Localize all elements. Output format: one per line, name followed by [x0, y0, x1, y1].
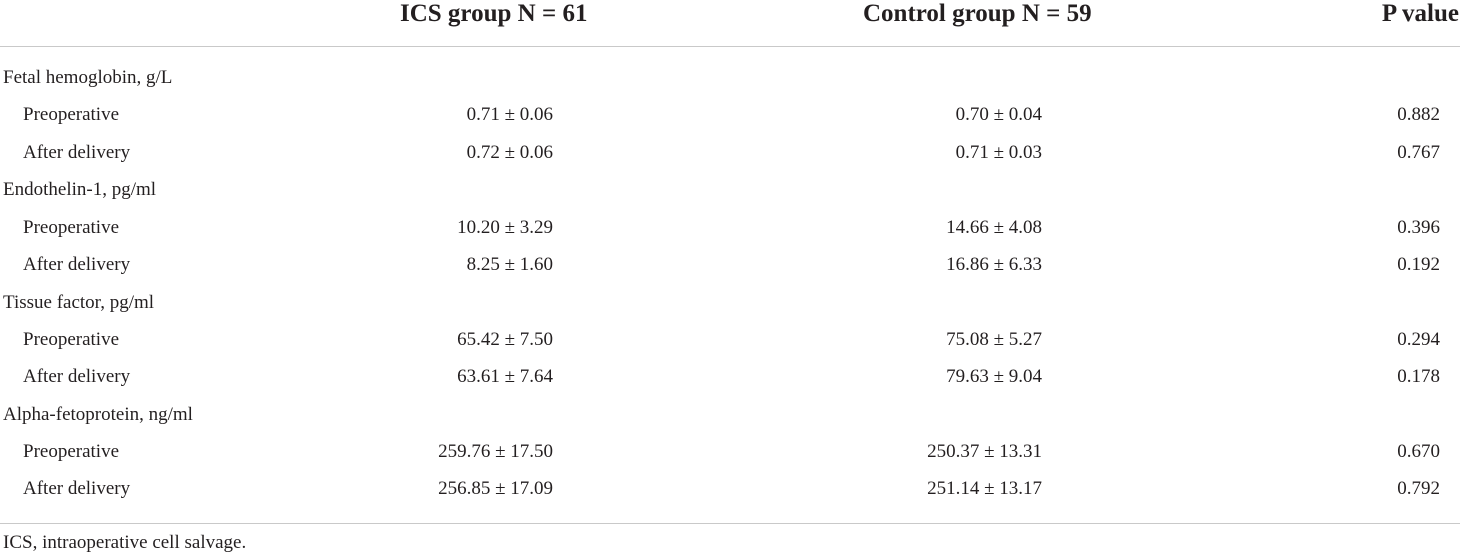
ics-value: 259.76 ± 17.50 — [438, 441, 553, 462]
p-value: 0.178 — [1397, 366, 1440, 387]
group-label: Tissue factor, pg/ml — [3, 292, 155, 313]
header-ics-group: ICS group N = 61 — [400, 0, 588, 27]
row-label: After delivery — [23, 478, 131, 499]
control-value: 250.37 ± 13.31 — [927, 441, 1042, 462]
table-row: Preoperative 10.20 ± 3.29 14.66 ± 4.08 0… — [0, 213, 1460, 243]
table-footnote: ICS, intraoperative cell salvage. — [3, 532, 247, 553]
header-control-group: Control group N = 59 — [863, 0, 1092, 27]
row-label: Preoperative — [23, 104, 120, 125]
control-value: 79.63 ± 9.04 — [946, 366, 1042, 387]
p-value: 0.396 — [1397, 217, 1440, 238]
ics-value: 10.20 ± 3.29 — [457, 217, 553, 238]
control-value: 0.70 ± 0.04 — [955, 104, 1042, 125]
row-label: Preoperative — [23, 329, 120, 350]
group-label: Alpha-fetoprotein, ng/ml — [3, 404, 193, 425]
table-row: Preoperative 65.42 ± 7.50 75.08 ± 5.27 0… — [0, 325, 1460, 355]
header-divider — [0, 46, 1460, 47]
footer-divider — [0, 523, 1460, 524]
p-value: 0.792 — [1397, 478, 1440, 499]
group-label: Fetal hemoglobin, g/L — [3, 67, 173, 88]
p-value: 0.670 — [1397, 441, 1440, 462]
control-value: 16.86 ± 6.33 — [946, 254, 1042, 275]
p-value: 0.192 — [1397, 254, 1440, 275]
row-label: Preoperative — [23, 441, 120, 462]
control-value: 0.71 ± 0.03 — [955, 142, 1042, 163]
table-row: After delivery 0.72 ± 0.06 0.71 ± 0.03 0… — [0, 138, 1460, 168]
table-row: Preoperative 259.76 ± 17.50 250.37 ± 13.… — [0, 437, 1460, 467]
group-row-alpha-fetoprotein: Alpha-fetoprotein, ng/ml — [0, 400, 1460, 430]
group-row-endothelin-1: Endothelin-1, pg/ml — [0, 175, 1460, 205]
row-label: After delivery — [23, 142, 131, 163]
group-row-fetal-hemoglobin: Fetal hemoglobin, g/L — [0, 63, 1460, 93]
ics-value: 65.42 ± 7.50 — [457, 329, 553, 350]
control-value: 14.66 ± 4.08 — [946, 217, 1042, 238]
ics-value: 0.71 ± 0.06 — [466, 104, 553, 125]
table-row: After delivery 256.85 ± 17.09 251.14 ± 1… — [0, 474, 1460, 504]
ics-value: 8.25 ± 1.60 — [466, 254, 553, 275]
ics-value: 0.72 ± 0.06 — [466, 142, 553, 163]
p-value: 0.882 — [1397, 104, 1440, 125]
control-value: 251.14 ± 13.17 — [927, 478, 1042, 499]
table-row: Preoperative 0.71 ± 0.06 0.70 ± 0.04 0.8… — [0, 100, 1460, 130]
row-label: After delivery — [23, 254, 131, 275]
table-row: After delivery 8.25 ± 1.60 16.86 ± 6.33 … — [0, 250, 1460, 280]
p-value: 0.767 — [1397, 142, 1440, 163]
p-value: 0.294 — [1397, 329, 1440, 350]
ics-value: 256.85 ± 17.09 — [438, 478, 553, 499]
group-row-tissue-factor: Tissue factor, pg/ml — [0, 288, 1460, 318]
ics-value: 63.61 ± 7.64 — [457, 366, 553, 387]
table-row: After delivery 63.61 ± 7.64 79.63 ± 9.04… — [0, 362, 1460, 392]
control-value: 75.08 ± 5.27 — [946, 329, 1042, 350]
row-label: Preoperative — [23, 217, 120, 238]
group-label: Endothelin-1, pg/ml — [3, 179, 157, 200]
row-label: After delivery — [23, 366, 131, 387]
header-p-value: P value — [1381, 0, 1459, 27]
